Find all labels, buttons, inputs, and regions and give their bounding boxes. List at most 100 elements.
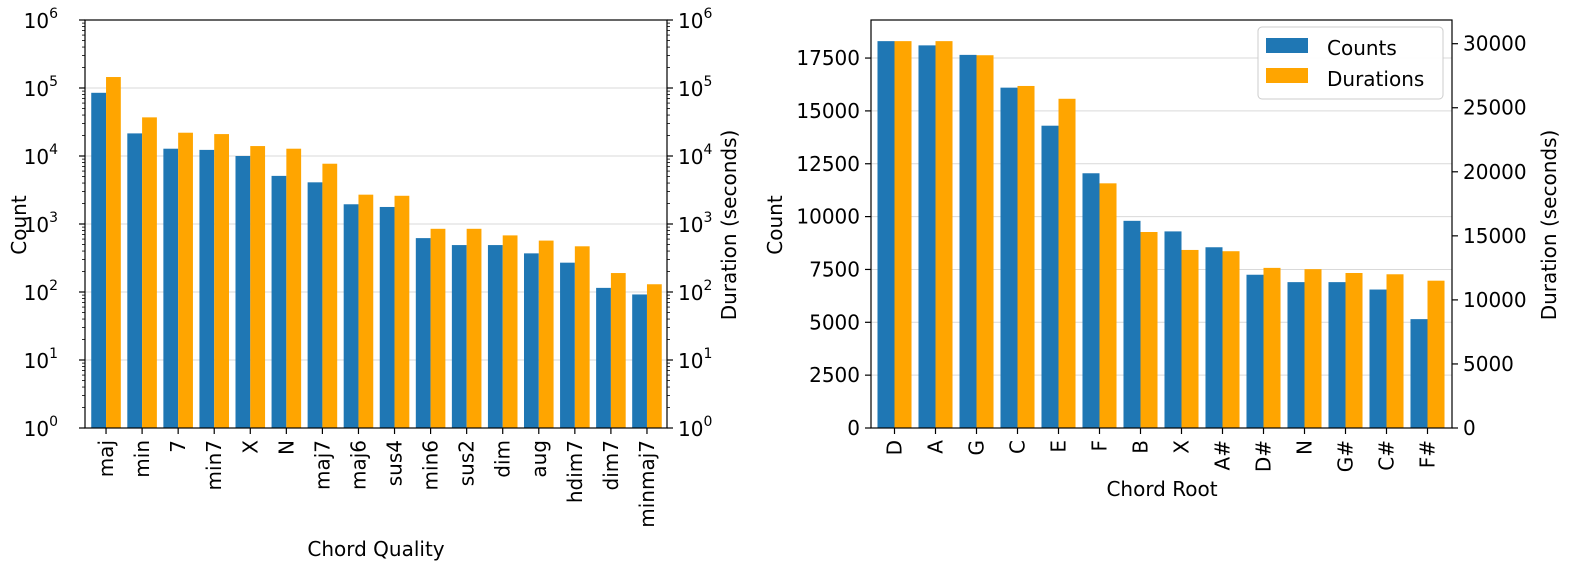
x-tick-label-min7: min7: [202, 440, 226, 490]
y-tick-label: 101: [24, 346, 58, 373]
bar-durations-c: [1017, 85, 1035, 428]
x-tick-label-x: X: [1170, 440, 1194, 454]
left-chart-y-ticks-right: 100 101 102 103 104 105 106: [667, 6, 712, 441]
bar-counts-n: [271, 175, 287, 428]
bar-counts-aug: [523, 253, 539, 428]
y-tick-label-right: 5000: [1463, 352, 1514, 376]
bar-durations-min7: [214, 134, 230, 428]
y-tick-label-right: 100: [678, 414, 712, 441]
bar-durations-7: [178, 132, 193, 428]
y-tick-label-right: 30000: [1463, 32, 1527, 56]
y-tick-label-right: 15000: [1463, 224, 1527, 248]
bar-counts-7: [163, 148, 179, 428]
bar-counts-d: [877, 41, 895, 429]
bar-durations-n: [1304, 269, 1322, 428]
bar-durations-hdim7: [574, 246, 590, 428]
y-tick-label: 17500: [796, 46, 860, 70]
right-chart-legend: Counts Durations: [1257, 26, 1444, 100]
bar-durations-aug: [538, 240, 554, 428]
y-tick-label-right: 10000: [1463, 288, 1527, 312]
bar-counts-x: [235, 156, 251, 428]
bar-counts-minmaj7: [632, 294, 647, 428]
x-tick-label-dim7: dim7: [599, 440, 623, 490]
bar-durations-sus4: [394, 195, 410, 428]
bar-durations-e: [1058, 98, 1076, 428]
left-chart-y-ticks: 100 101 102 103 104 105 106: [24, 6, 85, 441]
x-tick-label-e: E: [1047, 440, 1071, 453]
y-tick-label-right: 103: [678, 210, 712, 237]
left-chart-y-axis-title-right: Duration (seconds): [717, 130, 741, 321]
bar-counts-maj7: [307, 182, 323, 428]
bar-durations-maj7: [322, 163, 338, 428]
bar-durations-dim7: [610, 273, 626, 428]
bar-counts-a: [918, 45, 936, 429]
legend-label-durations: Durations: [1327, 67, 1424, 91]
x-tick-label-n: N: [274, 440, 298, 455]
right-chart-frame: [870, 19, 1453, 429]
x-tick-label-a-sharp: A#: [1211, 440, 1235, 470]
bar-durations-a: [935, 41, 953, 429]
y-tick-label-right: 104: [678, 142, 712, 169]
y-tick-label: 10000: [796, 205, 860, 229]
x-tick-label-maj: maj: [94, 440, 118, 477]
x-tick-label-sus2: sus2: [455, 440, 479, 486]
x-tick-label-c-sharp: C#: [1375, 440, 1399, 471]
bar-counts-a-sharp: [1205, 247, 1223, 428]
x-tick-label-d: D: [883, 440, 907, 455]
y-tick-label-right: 106: [678, 6, 712, 33]
right-chart-y-ticks-right: 0 5000 10000 15000 20000 25000 30000: [1452, 32, 1527, 440]
bar-durations-d-sharp: [1263, 267, 1281, 428]
x-tick-label-g-sharp: G#: [1334, 440, 1358, 472]
y-tick-label-right: 25000: [1463, 96, 1527, 120]
bar-durations-min: [142, 117, 157, 429]
x-tick-label-f-sharp: F#: [1416, 440, 1440, 468]
y-tick-label: 104: [24, 142, 58, 169]
y-tick-label: 2500: [809, 363, 860, 387]
y-tick-label-right: 0: [1463, 416, 1476, 440]
bar-counts-dim7: [596, 287, 611, 428]
right-chart-bars: [877, 41, 1445, 429]
y-tick-label: 7500: [809, 257, 860, 281]
bar-counts-d-sharp: [1246, 274, 1264, 428]
y-tick-label: 105: [24, 74, 58, 101]
x-tick-label-aug: aug: [527, 440, 551, 478]
x-tick-label-d-sharp: D#: [1252, 440, 1276, 472]
x-tick-label-a: A: [924, 440, 948, 454]
bar-durations-a-sharp: [1222, 251, 1240, 428]
bar-durations-f: [1099, 183, 1117, 428]
right-chart-x-axis-title: Chord Root: [1106, 477, 1217, 501]
bar-counts-min6: [415, 238, 431, 428]
x-tick-label-min6: min6: [419, 440, 443, 490]
bar-counts-n: [1287, 282, 1305, 428]
x-tick-label-n: N: [1293, 440, 1317, 455]
bar-durations-c-sharp: [1386, 274, 1404, 428]
y-tick-label: 15000: [796, 99, 860, 123]
bar-counts-f-sharp: [1410, 319, 1428, 428]
legend-swatch-durations: [1266, 68, 1308, 83]
y-tick-label-right: 20000: [1463, 160, 1527, 184]
x-tick-label-g: G: [965, 440, 989, 456]
left-chart-bars: [91, 77, 662, 429]
bar-durations-dim: [502, 235, 518, 428]
bar-durations-g-sharp: [1345, 272, 1363, 428]
y-tick-label: 103: [24, 210, 58, 237]
bar-counts-sus2: [451, 245, 467, 428]
bar-durations-b: [1140, 232, 1158, 428]
right-chart-y-ticks: 0 2500 5000 7500 10000 12500 15000 17500: [796, 46, 871, 440]
bar-durations-n: [286, 148, 302, 428]
bar-counts-min7: [199, 149, 215, 428]
bar-counts-x: [1164, 231, 1182, 428]
x-tick-label-maj7: maj7: [310, 440, 334, 490]
bar-durations-sus2: [466, 228, 482, 428]
bar-durations-minmaj7: [646, 284, 662, 428]
x-tick-label-f: F: [1088, 440, 1112, 452]
chord-root-chart: 0 2500 5000 7500 10000 12500 15000 17500 0 5000 1…: [763, 19, 1561, 501]
bar-counts-e: [1041, 125, 1059, 429]
x-tick-label-minmaj7: minmaj7: [635, 440, 659, 528]
y-tick-label: 12500: [796, 152, 860, 176]
bar-counts-c: [1000, 87, 1018, 428]
y-tick-label: 106: [24, 6, 58, 33]
right-chart-y-axis-title: Count: [763, 195, 787, 255]
